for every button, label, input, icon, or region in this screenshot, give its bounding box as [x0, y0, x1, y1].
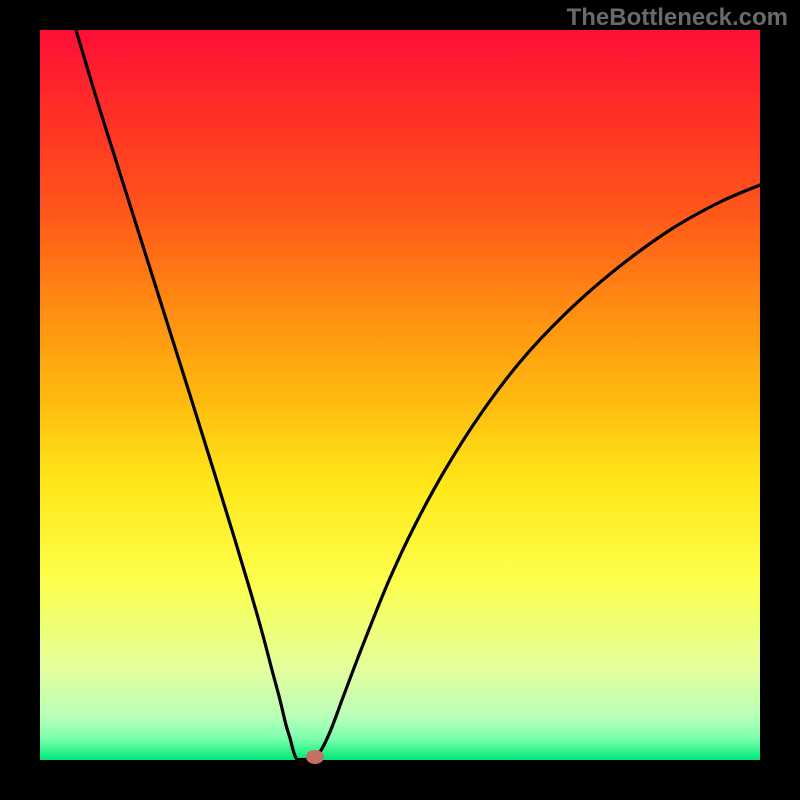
chart-container: TheBottleneck.com — [0, 0, 800, 800]
optimal-point-marker — [306, 750, 324, 764]
plot-background — [40, 30, 760, 760]
watermark-text: TheBottleneck.com — [567, 4, 788, 32]
bottleneck-chart-svg — [0, 0, 800, 800]
